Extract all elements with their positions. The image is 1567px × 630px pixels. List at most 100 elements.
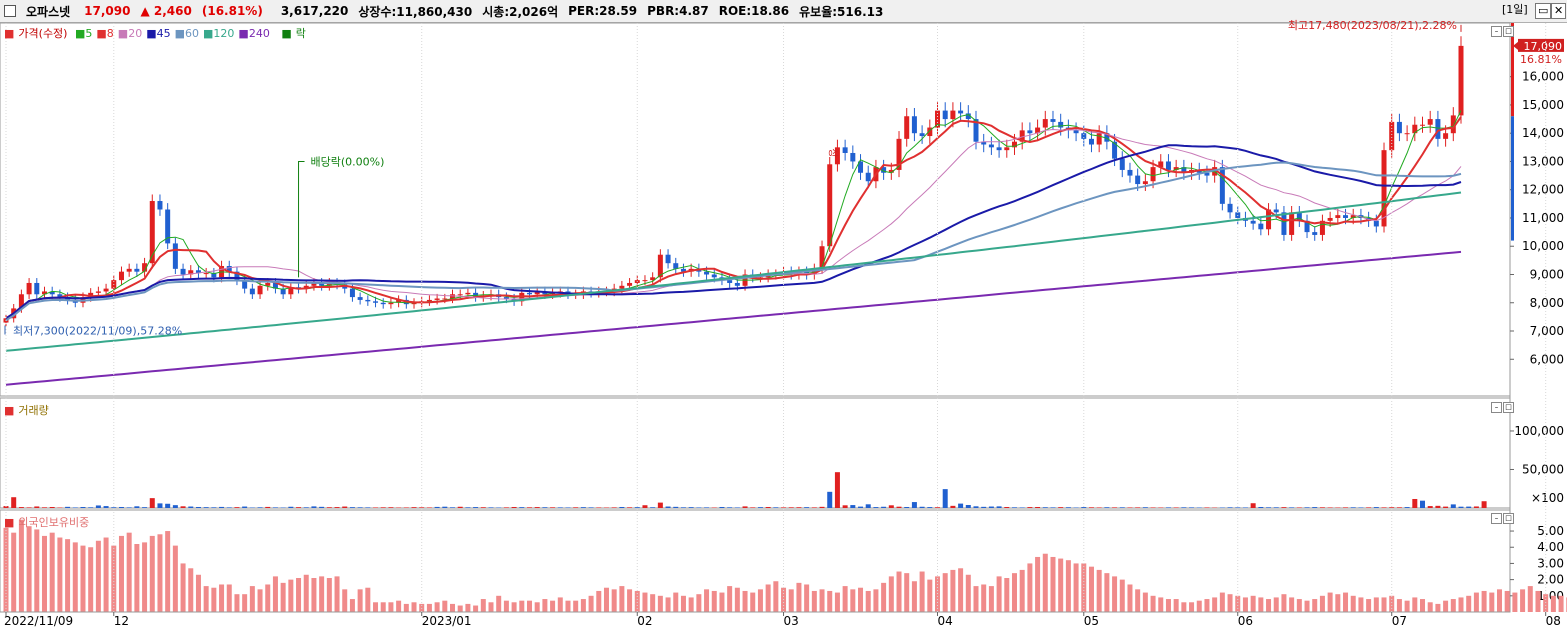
foreign-bar xyxy=(734,587,740,612)
foreign-bar xyxy=(757,589,763,612)
foreign-bar xyxy=(1296,599,1302,612)
volume-maximize-icon[interactable]: □ xyxy=(1503,402,1514,413)
volume-bar xyxy=(1435,505,1441,508)
high-annotation: 최고17,480(2023/08/21),2.28% xyxy=(1288,19,1457,32)
price-tick-label: 16,000 xyxy=(1522,70,1564,84)
foreign-bar xyxy=(1173,599,1179,612)
foreign-bar xyxy=(1065,560,1071,612)
candle-body xyxy=(1458,45,1464,116)
volume-bar xyxy=(257,507,263,508)
candle-body xyxy=(665,254,671,264)
foreign-minimize-icon[interactable]: – xyxy=(1491,513,1502,524)
volume-bar xyxy=(526,507,532,508)
volume-bar xyxy=(426,507,432,508)
foreign-maximize-icon[interactable]: □ xyxy=(1503,513,1514,524)
volume-bar xyxy=(896,506,902,508)
candle-body xyxy=(195,270,201,274)
volume-bar xyxy=(288,506,294,508)
candle-body xyxy=(1281,212,1287,235)
foreign-bar xyxy=(242,594,248,612)
volume-tick-label: 50,000 xyxy=(1522,462,1564,476)
foreign-bar xyxy=(172,545,178,612)
volume-minimize-icon[interactable]: – xyxy=(1491,402,1502,413)
foreign-bar xyxy=(519,600,525,612)
volume-bar xyxy=(219,506,225,508)
candle-body xyxy=(911,116,917,134)
foreign-bar xyxy=(265,584,271,612)
volume-bar xyxy=(403,507,409,508)
volume-bar xyxy=(457,506,463,508)
candle-body xyxy=(1096,133,1102,145)
period-selector[interactable]: [1일] xyxy=(1502,3,1528,16)
foreign-bar xyxy=(865,590,871,612)
foreign-bar xyxy=(11,532,17,612)
candle-body xyxy=(1373,220,1379,227)
foreign-bar xyxy=(1304,600,1310,612)
foreign-bar xyxy=(888,576,894,612)
foreign-bar xyxy=(319,576,325,612)
candle-body xyxy=(257,285,263,295)
candle-body xyxy=(396,299,402,303)
volume-bar xyxy=(988,506,994,508)
volume-bar xyxy=(565,507,571,508)
volume-bar xyxy=(1258,506,1264,508)
ma-legend-label: 20 xyxy=(128,27,143,40)
foreign-bar xyxy=(657,595,663,612)
foreign-bar xyxy=(134,544,140,612)
candle-body xyxy=(1350,215,1356,218)
candle-body xyxy=(1104,133,1110,142)
volume-bar xyxy=(142,507,148,508)
foreign-bar xyxy=(573,600,579,612)
foreign-bar xyxy=(1135,589,1141,612)
select-checkbox[interactable] xyxy=(4,5,16,17)
candle-body xyxy=(850,152,856,162)
price-minimize-icon[interactable]: – xyxy=(1491,26,1502,37)
volume-bar xyxy=(1466,506,1472,508)
volume-bar xyxy=(519,507,525,508)
volume-bar xyxy=(865,504,871,508)
candle-body xyxy=(303,285,309,289)
foreign-bar xyxy=(426,603,432,612)
volume-bar xyxy=(1135,507,1141,508)
volume-bar xyxy=(1096,507,1102,508)
foreign-bar xyxy=(542,599,548,612)
restore-icon[interactable]: ▭ xyxy=(1535,3,1552,19)
volume-bar xyxy=(1165,507,1171,508)
volume-bar xyxy=(1173,507,1179,508)
foreign-bar xyxy=(396,600,402,612)
candle-body xyxy=(373,301,379,303)
foreign-bar xyxy=(550,600,556,612)
ma-legend-label: 8 xyxy=(106,27,114,40)
price-maximize-icon[interactable]: □ xyxy=(1503,26,1514,37)
volume-bar xyxy=(580,507,586,508)
volume-bar xyxy=(357,507,363,508)
candle-body xyxy=(18,294,24,309)
close-icon[interactable]: ✕ xyxy=(1551,3,1567,19)
volume-bar xyxy=(996,506,1002,508)
ma-legend: ■5 ■8 ■20 ■45 ■60 ■120 ■240 xyxy=(75,27,274,40)
foreign-bar xyxy=(165,531,171,612)
volume-bar xyxy=(727,507,733,508)
candle-body xyxy=(95,291,101,293)
volume-bar xyxy=(211,507,217,508)
ma-line-45 xyxy=(5,144,1462,320)
candle-body xyxy=(211,273,217,278)
foreign-bar xyxy=(1073,563,1079,612)
volume-bar xyxy=(1242,507,1248,508)
volume-bar xyxy=(511,506,517,508)
candle-body xyxy=(1273,209,1279,213)
volume-bar xyxy=(349,507,355,508)
volume-bar xyxy=(465,507,471,508)
volume-bar xyxy=(765,506,771,508)
x-tick-label: 04 xyxy=(938,614,953,628)
volume-bar xyxy=(619,506,625,508)
volume-bar xyxy=(1050,507,1056,508)
stock-name[interactable]: 오파스넷 xyxy=(26,4,71,19)
foreign-bar xyxy=(149,535,155,612)
volume-bar xyxy=(1235,507,1241,508)
foreign-bar xyxy=(827,590,833,612)
foreign-bar xyxy=(49,532,55,612)
foreign-bar xyxy=(873,589,879,612)
candle-body xyxy=(326,282,332,286)
candle-body xyxy=(26,282,32,295)
